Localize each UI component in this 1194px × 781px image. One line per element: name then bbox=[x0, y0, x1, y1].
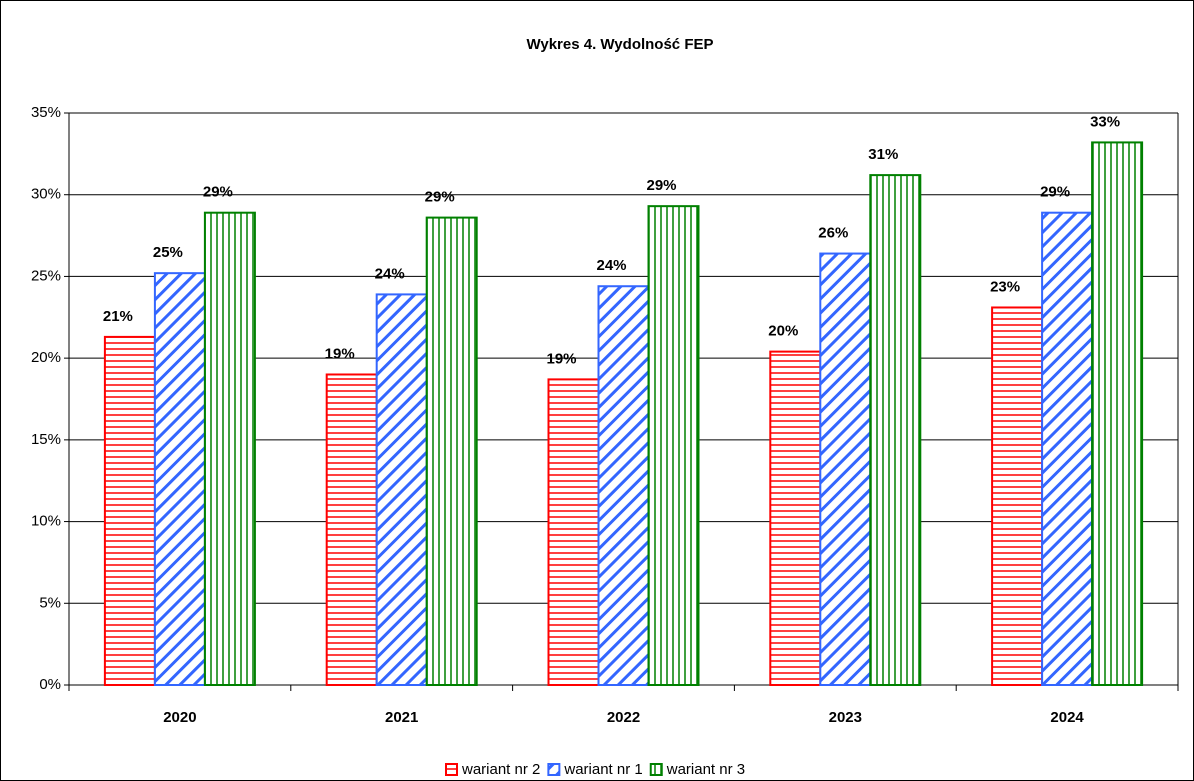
y-tick-label: 10% bbox=[31, 513, 61, 530]
bar bbox=[325, 373, 378, 686]
data-label: 31% bbox=[868, 146, 898, 163]
data-label: 21% bbox=[103, 308, 133, 325]
data-label: 24% bbox=[596, 257, 626, 274]
data-label: 25% bbox=[153, 244, 183, 261]
x-tick-label: 2020 bbox=[163, 709, 196, 726]
bar bbox=[375, 293, 428, 686]
data-label: 26% bbox=[818, 225, 848, 242]
y-tick-label: 15% bbox=[31, 431, 61, 448]
legend-swatch bbox=[649, 763, 663, 776]
x-tick-label: 2023 bbox=[829, 709, 862, 726]
bar bbox=[597, 285, 650, 686]
bar bbox=[203, 211, 256, 686]
x-tick-label: 2024 bbox=[1050, 709, 1084, 726]
chart-title: Wykres 4. Wydolność FEP bbox=[526, 36, 713, 53]
bar bbox=[153, 272, 206, 686]
legend-swatch bbox=[445, 763, 458, 776]
bar bbox=[647, 205, 700, 686]
legend-swatch bbox=[547, 763, 561, 776]
x-tick-label: 2022 bbox=[607, 709, 640, 726]
bar bbox=[425, 216, 478, 686]
data-label: 20% bbox=[768, 323, 798, 340]
y-tick-label: 5% bbox=[39, 594, 61, 611]
y-tick-label: 20% bbox=[31, 349, 61, 366]
data-label: 29% bbox=[1040, 184, 1070, 201]
data-label: 19% bbox=[546, 350, 576, 367]
data-label: 19% bbox=[325, 345, 355, 362]
bar bbox=[991, 306, 1044, 686]
legend-label: wariant nr 1 bbox=[563, 761, 642, 778]
y-tick-label: 0% bbox=[39, 676, 61, 693]
legend: wariant nr 2 wariant nr 1 wariant nr 3 bbox=[445, 761, 745, 778]
x-tick-label: 2021 bbox=[385, 709, 418, 726]
y-tick-label: 25% bbox=[31, 267, 61, 284]
data-label: 29% bbox=[425, 189, 455, 206]
y-tick-label: 35% bbox=[31, 104, 61, 121]
bar bbox=[103, 335, 156, 686]
bar bbox=[1041, 211, 1094, 686]
data-label: 33% bbox=[1090, 113, 1120, 130]
bar bbox=[819, 252, 872, 686]
legend-label: wariant nr 3 bbox=[666, 761, 745, 778]
bar bbox=[547, 378, 600, 686]
bar bbox=[869, 174, 922, 687]
legend-label: wariant nr 2 bbox=[461, 761, 540, 778]
data-label: 23% bbox=[990, 278, 1020, 295]
data-label: 24% bbox=[375, 265, 405, 282]
bar bbox=[1091, 141, 1144, 687]
data-label: 29% bbox=[203, 184, 233, 201]
data-label: 29% bbox=[646, 177, 676, 194]
bar bbox=[769, 350, 822, 686]
y-tick-label: 30% bbox=[31, 186, 61, 203]
